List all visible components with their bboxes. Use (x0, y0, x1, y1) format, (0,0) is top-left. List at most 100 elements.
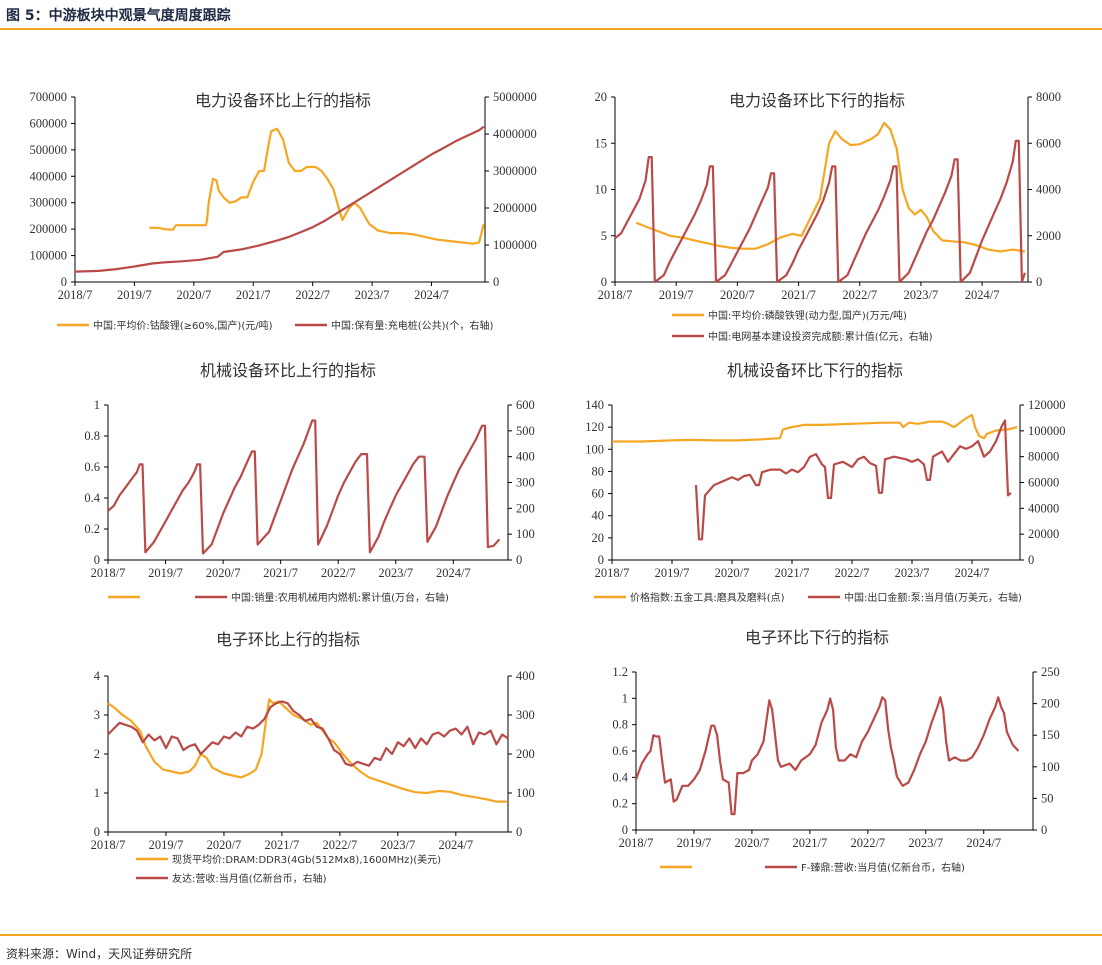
left-tick-label: 1.2 (612, 665, 628, 679)
right-tick-label: 200 (516, 501, 535, 515)
x-tick-label: 2023/7 (380, 838, 415, 852)
right-tick-label: 0 (1041, 823, 1047, 837)
chart-4: 机械设备环比下行的指标 0 20 40 60 80 100 120 140 0 20000 40000… (585, 361, 1065, 604)
right-tick-label: 100 (516, 527, 535, 541)
x-tick-label: 2023/7 (908, 836, 943, 850)
left-tick-label: 1 (94, 786, 100, 800)
right-tick-label: 2000000 (493, 201, 537, 215)
right-tick-label: 60000 (1028, 476, 1059, 490)
left-tick-label: 0 (601, 275, 607, 289)
x-tick-label: 2018/7 (598, 288, 633, 302)
legend-label-1: 中国:平均价:磷酸铁锂(动力型,国产)(万元/吨) (708, 309, 907, 322)
right-tick-label: 8000 (1036, 90, 1061, 104)
legend-label-2: 中国:保有量:充电桩(公共)(个，右轴) (331, 319, 493, 332)
x-tick-label: 2024/7 (414, 288, 449, 302)
right-tick-label: 6000 (1036, 136, 1061, 150)
x-tick-label: 2021/7 (781, 288, 816, 302)
right-tick-label: 100 (516, 786, 535, 800)
x-tick-label: 2018/7 (619, 836, 654, 850)
x-tick-label: 2018/7 (91, 838, 126, 852)
left-tick-label: 0 (94, 553, 100, 567)
left-tick-label: 3 (94, 708, 100, 722)
x-tick-label: 2024/7 (436, 566, 471, 580)
right-tick-label: 250 (1041, 665, 1060, 679)
x-tick-label: 2022/7 (850, 836, 885, 850)
legend-label-1: 现货平均价:DRAM:DDR3(4Gb(512Mx8),1600MHz)(美元) (172, 853, 441, 866)
legend-label-1: 中国:平均价:钴酸锂(≥60%,国产)(元/吨) (93, 319, 273, 332)
x-tick-label: 2024/7 (966, 836, 1001, 850)
x-tick-label: 2019/7 (677, 836, 712, 850)
left-tick-label: 0.2 (84, 522, 100, 536)
x-tick-label: 2019/7 (117, 288, 152, 302)
legend-label-1: 价格指数:五金工具:磨具及磨料(点) (630, 591, 785, 604)
right-tick-label: 500 (516, 424, 535, 438)
x-tick-label: 2023/7 (904, 288, 939, 302)
right-tick-label: 2000 (1036, 229, 1061, 243)
series-line-1 (612, 413, 1018, 443)
series-line-1 (107, 698, 507, 803)
figure-title: 图 5：中游板块中观景气度周度跟踪 (6, 8, 231, 24)
right-tick-label: 100000 (1028, 424, 1066, 438)
right-tick-label: 20000 (1028, 527, 1059, 541)
left-tick-label: 1 (94, 398, 100, 412)
series-line-2 (107, 700, 509, 767)
legend-label-2: 中国:销量:农用机械用内燃机:累计值(万台，右轴) (231, 591, 449, 604)
x-tick-label: 2020/7 (176, 288, 211, 302)
left-tick-label: 600000 (30, 116, 68, 130)
left-tick-label: 0 (622, 823, 628, 837)
right-tick-label: 300 (516, 708, 535, 722)
series-line-2 (107, 419, 501, 555)
chart-title: 机械设备环比下行的指标 (727, 361, 903, 380)
x-tick-label: 2019/7 (659, 288, 694, 302)
left-tick-label: 200000 (30, 222, 68, 236)
left-tick-label: 0 (61, 275, 67, 289)
left-tick-label: 0 (94, 825, 100, 839)
x-tick-label: 2018/7 (595, 566, 630, 580)
x-tick-label: 2022/7 (842, 288, 877, 302)
left-tick-label: 100 (585, 442, 604, 456)
right-tick-label: 0 (516, 553, 522, 567)
bottom-rule (0, 934, 1102, 936)
right-tick-label: 200 (516, 747, 535, 761)
chart-5: 电子环比上行的指标 0 1 2 3 4 0 100 200 300 400 2018/7 2019/7 2… (91, 630, 535, 885)
top-rule (0, 28, 1102, 30)
source-note: 资料来源：Wind，天风证券研究所 (6, 947, 193, 961)
x-tick-label: 2023/7 (378, 566, 413, 580)
x-tick-label: 2019/7 (148, 566, 183, 580)
x-tick-label: 2021/7 (263, 566, 298, 580)
right-tick-label: 1000000 (493, 238, 537, 252)
left-tick-label: 10 (595, 183, 608, 197)
x-tick-label: 2021/7 (265, 838, 300, 852)
x-tick-label: 2019/7 (149, 838, 184, 852)
right-tick-label: 150 (1041, 728, 1060, 742)
right-tick-label: 40000 (1028, 501, 1059, 515)
right-tick-label: 80000 (1028, 450, 1059, 464)
series-line-2 (634, 696, 1020, 816)
legend-label-2: F-臻鼎:营收:当月值(亿新台币，右轴) (801, 861, 965, 874)
left-tick-label: 1 (622, 691, 628, 705)
left-tick-label: 700000 (30, 90, 68, 104)
x-tick-label: 2020/7 (735, 836, 770, 850)
right-tick-label: 400 (516, 450, 535, 464)
left-tick-label: 80 (592, 464, 605, 478)
right-tick-label: 4000 (1036, 183, 1061, 197)
chart-title: 电力设备环比下行的指标 (729, 91, 905, 110)
chart-title: 电子环比上行的指标 (216, 630, 360, 649)
x-tick-label: 2021/7 (775, 566, 810, 580)
left-tick-label: 0.8 (612, 718, 628, 732)
right-tick-label: 5000000 (493, 90, 537, 104)
right-tick-label: 100 (1041, 760, 1060, 774)
x-tick-label: 2020/7 (207, 838, 242, 852)
left-tick-label: 20 (595, 90, 608, 104)
x-tick-label: 2022/7 (295, 288, 330, 302)
left-tick-label: 400000 (30, 169, 68, 183)
x-tick-label: 2022/7 (321, 566, 356, 580)
x-tick-label: 2020/7 (715, 566, 750, 580)
series-line-2 (74, 125, 485, 273)
series-line-1 (635, 121, 1026, 253)
left-tick-label: 0.6 (84, 460, 100, 474)
left-tick-label: 60 (592, 487, 605, 501)
x-tick-label: 2019/7 (655, 566, 690, 580)
right-tick-label: 0 (493, 275, 499, 289)
